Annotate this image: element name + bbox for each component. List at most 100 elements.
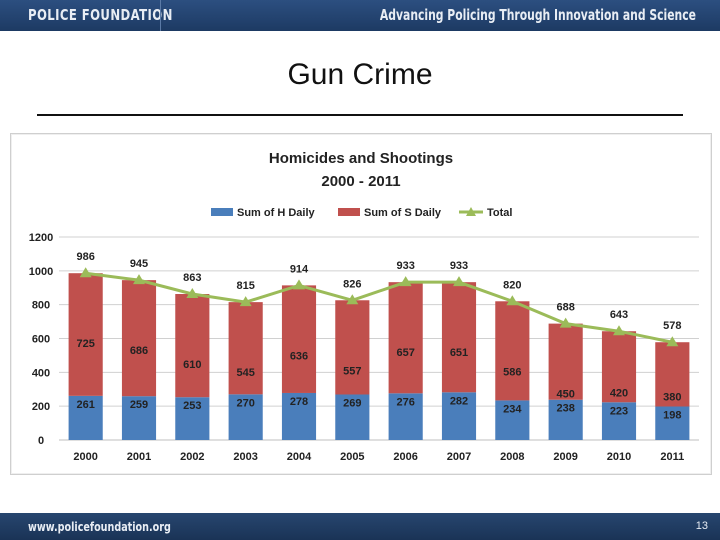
total-marker [346,294,359,305]
bar-h-daily [281,392,317,440]
data-label-total: 986 [76,251,94,263]
footer-bar: www.policefoundation.org 13 [0,513,720,540]
data-label-total: 688 [556,302,574,314]
data-label-total: 826 [343,278,361,290]
legend-swatch [211,208,233,216]
total-marker [506,295,519,306]
y-tick-label: 1200 [29,232,53,244]
data-label-h: 276 [396,396,414,408]
bar-h-daily [495,400,530,440]
title-rule [37,114,683,116]
data-label-s: 725 [76,338,94,350]
page-number: 13 [695,520,708,532]
bar-s-daily [548,323,583,400]
bar-s-daily [175,294,210,398]
total-marker [453,276,465,287]
bar-s-daily [388,282,423,394]
legend-label: Total [487,207,512,219]
data-label-total: 945 [130,258,148,270]
bar-h-daily [121,396,157,440]
chart-frame: Homicides and Shootings 2000 - 2011 Sum of… [10,133,712,475]
data-label-h: 278 [290,396,308,408]
chart-svg: Homicides and Shootings 2000 - 2011 Sum of… [29,150,699,463]
data-label-s: 686 [130,345,148,357]
x-tick-label: 2011 [660,451,684,463]
footer-url[interactable]: www.policefoundation.org [28,520,171,534]
chart-title: Homicides and Shootings [269,150,453,167]
data-label-total: 933 [450,260,468,272]
bar-h-daily [175,397,210,440]
data-label-s: 586 [503,366,521,378]
bar-h-daily [441,392,477,440]
data-label-s: 657 [396,347,414,359]
x-tick-label: 2000 [73,451,97,463]
y-tick-label: 1000 [29,266,53,278]
bar-h-daily [228,394,263,440]
bar-s-daily [601,331,637,403]
data-label-s: 545 [236,367,254,379]
bar-s-daily [121,280,157,397]
x-tick-label: 2008 [500,451,524,463]
data-label-total: 578 [663,320,681,332]
bar-s-daily [68,273,103,396]
legend-label: Sum of S Daily [364,207,442,219]
data-label-total: 820 [503,279,521,291]
data-label-h: 269 [343,397,361,409]
total-marker [293,279,305,290]
total-marker [613,325,625,336]
y-tick-label: 200 [32,401,50,413]
bar-s-daily [335,300,370,395]
data-label-h: 253 [183,400,201,412]
data-label-h: 238 [556,403,574,415]
header-bar: POLICE FOUNDATION Advancing Policing Thr… [0,0,720,31]
bar-s-daily [228,302,263,395]
data-label-total: 933 [396,260,414,272]
data-label-total: 815 [236,280,254,292]
x-tick-label: 2009 [553,451,577,463]
bar-h-daily [68,395,103,440]
data-label-s: 636 [290,350,308,362]
header-tagline: Advancing Policing Through Innovation an… [379,6,696,24]
bar-s-daily [655,342,690,407]
total-marker [79,267,92,278]
data-label-h: 259 [130,399,148,411]
total-marker [133,274,145,285]
x-tick-label: 2007 [447,451,471,463]
total-marker [399,276,412,287]
legend-marker-swatch [466,207,476,216]
x-tick-label: 2005 [340,451,364,463]
bar-s-daily [281,285,317,393]
data-label-h: 234 [503,403,522,415]
data-label-total: 863 [183,272,201,284]
bar-s-daily [441,282,477,393]
data-label-s: 557 [343,365,361,377]
data-label-s: 610 [183,359,201,371]
data-label-h: 261 [76,399,94,411]
bar-h-daily [335,394,370,440]
data-label-total: 914 [290,263,309,275]
data-label-h: 198 [663,410,681,422]
bar-h-daily [601,402,637,440]
bar-h-daily [548,399,583,440]
x-tick-label: 2010 [607,451,631,463]
x-tick-label: 2001 [127,451,151,463]
data-label-s: 380 [663,392,681,404]
data-label-s: 651 [450,347,468,359]
y-tick-label: 800 [32,300,50,312]
y-tick-label: 600 [32,334,50,346]
legend-label: Sum of H Daily [237,207,316,219]
total-marker [666,336,679,347]
data-label-h: 223 [610,405,628,417]
x-tick-label: 2003 [233,451,257,463]
total-marker [186,288,199,299]
total-marker [239,296,252,307]
data-label-total: 643 [610,309,628,321]
brand-name: POLICE FOUNDATION [28,6,173,24]
chart-subtitle: 2000 - 2011 [321,173,400,190]
bar-h-daily [655,406,690,440]
x-tick-label: 2004 [287,451,312,463]
legend-swatch [338,208,360,216]
data-label-s: 450 [556,389,574,401]
header-divider [160,0,161,31]
data-label-h: 282 [450,395,468,407]
